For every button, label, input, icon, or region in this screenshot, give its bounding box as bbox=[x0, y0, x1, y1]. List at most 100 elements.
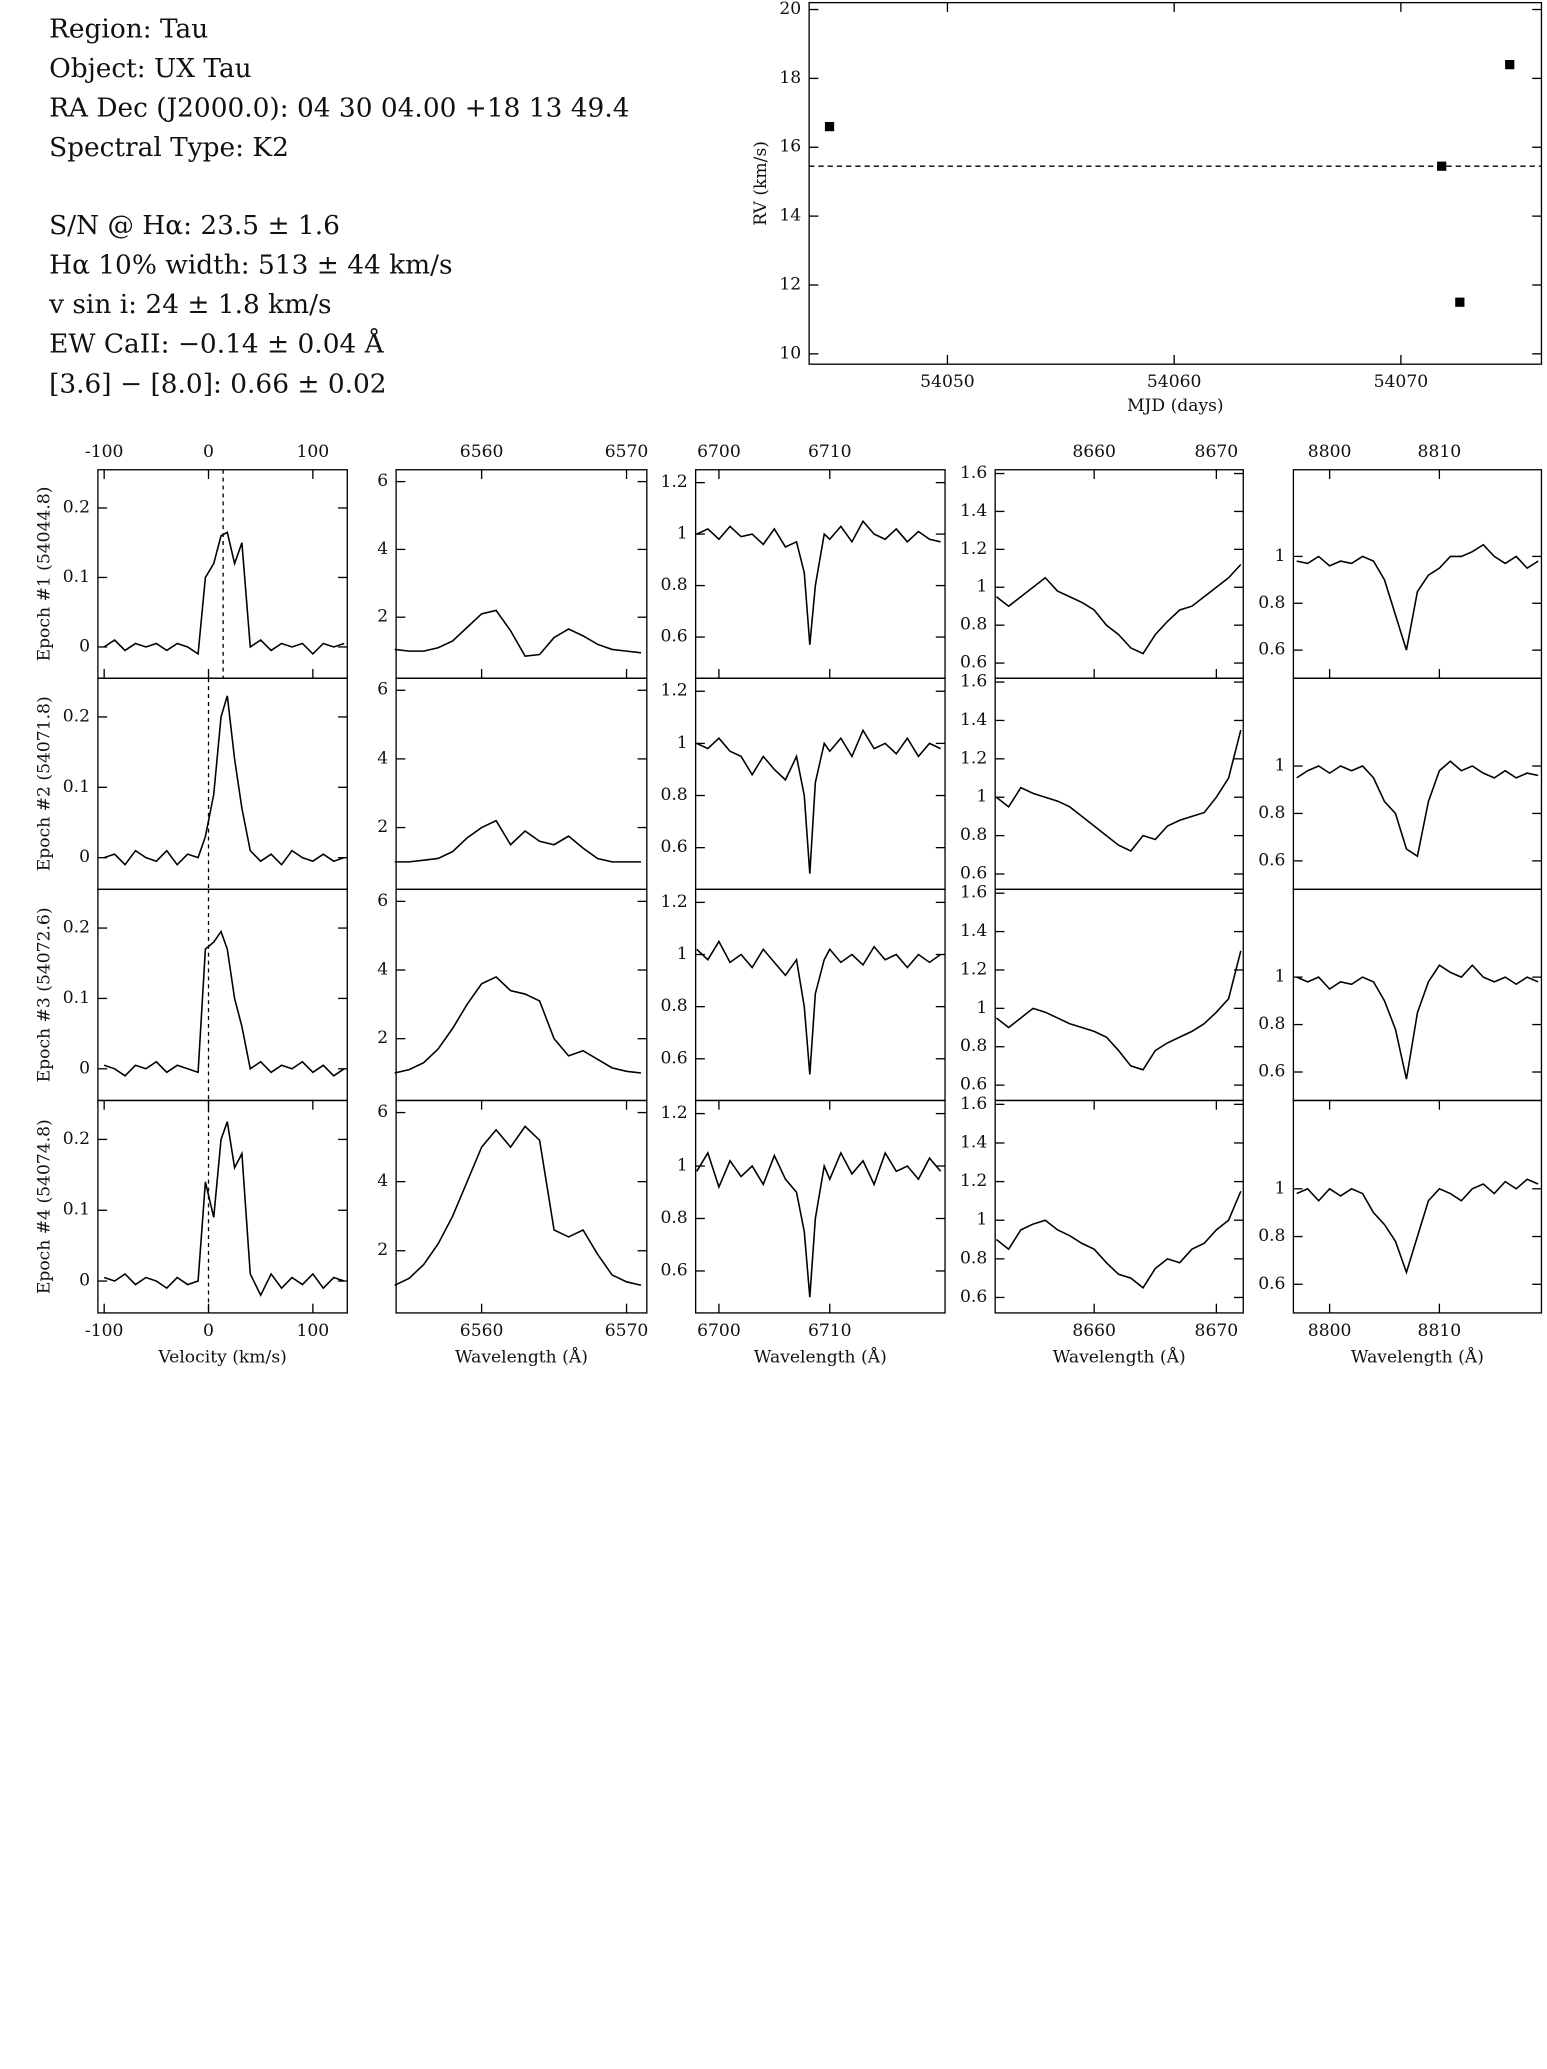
y-tick-label: 6 bbox=[377, 471, 388, 491]
y-tick-label: 0.6 bbox=[960, 863, 987, 883]
x-tick-label: 6570 bbox=[605, 442, 649, 462]
plot-frame bbox=[395, 469, 648, 679]
y-tick-label: 1 bbox=[1275, 756, 1286, 776]
x-tick-label: 8800 bbox=[1308, 442, 1352, 462]
y-tick-label: 0.8 bbox=[960, 825, 987, 845]
y-tick-label: 2 bbox=[377, 607, 388, 627]
y-tick-label: 0.1 bbox=[63, 567, 90, 587]
spectrum-line bbox=[995, 950, 1242, 1071]
y-tick-label: 2 bbox=[377, 817, 388, 837]
y-tick-label: 1.4 bbox=[960, 1132, 987, 1152]
y-tick-label: 0.8 bbox=[660, 996, 687, 1016]
y-tick-label: 0.8 bbox=[960, 1036, 987, 1056]
y-tick-label: 2 bbox=[377, 1028, 388, 1048]
y-tick-label: 0.6 bbox=[960, 1287, 987, 1307]
x-tick-label: 100 bbox=[297, 442, 330, 462]
spectrum-line bbox=[394, 819, 642, 863]
spectrum-line bbox=[696, 519, 941, 645]
x-tick-label: 6560 bbox=[460, 442, 504, 462]
plot-frame bbox=[694, 469, 946, 679]
plot-frame bbox=[994, 888, 1244, 1102]
x-tick-label: 54050 bbox=[920, 372, 975, 392]
y-tick-label: 0.2 bbox=[63, 918, 90, 938]
y-tick-label: 1.4 bbox=[960, 501, 987, 521]
spectrum-line bbox=[1296, 964, 1539, 1080]
y-tick-label: 1.2 bbox=[660, 472, 687, 492]
spectrum-line bbox=[995, 1190, 1242, 1289]
info-line: S/N @ Hα: 23.5 ± 1.6 bbox=[49, 211, 340, 241]
x-tick-label: 8810 bbox=[1418, 442, 1462, 462]
x-axis-label: Wavelength (Å) bbox=[1053, 1346, 1186, 1367]
spectrum-line bbox=[103, 695, 345, 866]
y-tick-label: 0.2 bbox=[63, 1129, 90, 1149]
y-tick-label: 0.6 bbox=[960, 1075, 987, 1095]
y-tick-label: 1.2 bbox=[660, 892, 687, 912]
x-tick-label: 6560 bbox=[460, 1321, 504, 1341]
spectrum-line bbox=[995, 563, 1242, 655]
plot-frame bbox=[808, 1, 1543, 365]
y-tick-label: 0.6 bbox=[1258, 850, 1285, 870]
spectrum-line bbox=[995, 729, 1242, 852]
x-tick-label: 6710 bbox=[808, 1321, 852, 1341]
x-axis-label: Wavelength (Å) bbox=[455, 1346, 588, 1367]
plot-frame bbox=[395, 677, 648, 891]
y-tick-label: 1.6 bbox=[960, 1094, 987, 1114]
spectrum-line bbox=[103, 929, 345, 1077]
y-tick-label: 2 bbox=[377, 1240, 388, 1260]
y-tick-label: 0 bbox=[79, 847, 90, 867]
info-line: v sin i: 24 ± 1.8 km/s bbox=[48, 290, 332, 320]
x-tick-label: 6700 bbox=[697, 1321, 741, 1341]
y-tick-label: 0.6 bbox=[660, 1260, 687, 1280]
plot-frame bbox=[994, 677, 1244, 891]
x-tick-label: 6710 bbox=[808, 442, 852, 462]
x-tick-label: -100 bbox=[85, 1321, 124, 1341]
y-tick-label: 12 bbox=[779, 274, 801, 294]
y-tick-label: 6 bbox=[377, 891, 388, 911]
plot-frame bbox=[1292, 677, 1543, 891]
spectrum-line bbox=[696, 1151, 942, 1298]
y-axis-label: Epoch #3 (54072.6) bbox=[35, 907, 55, 1082]
y-tick-label: 1 bbox=[1275, 546, 1286, 566]
x-tick-label: 8660 bbox=[1072, 1321, 1116, 1341]
y-tick-label: 1.2 bbox=[660, 1103, 687, 1123]
y-tick-label: 4 bbox=[377, 539, 388, 559]
spectrum-line bbox=[394, 609, 642, 658]
plot-frame bbox=[395, 1099, 648, 1314]
plot-frame bbox=[395, 888, 648, 1102]
y-tick-label: 0.6 bbox=[1258, 1062, 1285, 1082]
plot-frame bbox=[994, 1099, 1244, 1314]
x-tick-label: 8670 bbox=[1195, 442, 1239, 462]
x-tick-label: 8660 bbox=[1072, 442, 1116, 462]
y-tick-label: 1.6 bbox=[960, 883, 987, 903]
info-line: Spectral Type: K2 bbox=[49, 133, 289, 163]
y-tick-label: 1.2 bbox=[960, 959, 987, 979]
y-tick-label: 1 bbox=[677, 733, 688, 753]
y-tick-label: 0.6 bbox=[660, 1048, 687, 1068]
spectrum-line bbox=[103, 531, 345, 656]
info-line: [3.6] − [8.0]: 0.66 ± 0.02 bbox=[49, 369, 387, 399]
y-tick-label: 18 bbox=[779, 68, 801, 88]
spectrum-line bbox=[1296, 543, 1539, 651]
y-axis-label: Epoch #1 (54044.8) bbox=[35, 487, 55, 662]
y-tick-label: 1 bbox=[1275, 1178, 1286, 1198]
info-line: Object: UX Tau bbox=[49, 54, 252, 84]
y-tick-label: 1.2 bbox=[660, 681, 687, 701]
data-point bbox=[1455, 297, 1465, 307]
x-axis-label: MJD (days) bbox=[1127, 396, 1224, 416]
x-tick-label: 6570 bbox=[605, 1321, 649, 1341]
plot-frame bbox=[694, 1099, 946, 1314]
plot-frame bbox=[694, 888, 946, 1102]
x-tick-label: 8800 bbox=[1308, 1321, 1352, 1341]
y-axis-label: RV (km/s) bbox=[751, 141, 771, 226]
data-point bbox=[1437, 161, 1447, 171]
x-axis-label: Wavelength (Å) bbox=[754, 1346, 887, 1367]
y-tick-label: 1.6 bbox=[960, 463, 987, 483]
y-tick-label: 1 bbox=[976, 577, 987, 597]
x-tick-label: 8810 bbox=[1418, 1321, 1462, 1341]
y-tick-label: 0 bbox=[79, 1271, 90, 1291]
y-tick-label: 14 bbox=[779, 206, 801, 226]
y-tick-label: 0.6 bbox=[960, 653, 987, 673]
y-tick-label: 0.6 bbox=[660, 627, 687, 647]
x-axis-label: Velocity (km/s) bbox=[157, 1347, 286, 1367]
y-tick-label: 6 bbox=[377, 680, 388, 700]
